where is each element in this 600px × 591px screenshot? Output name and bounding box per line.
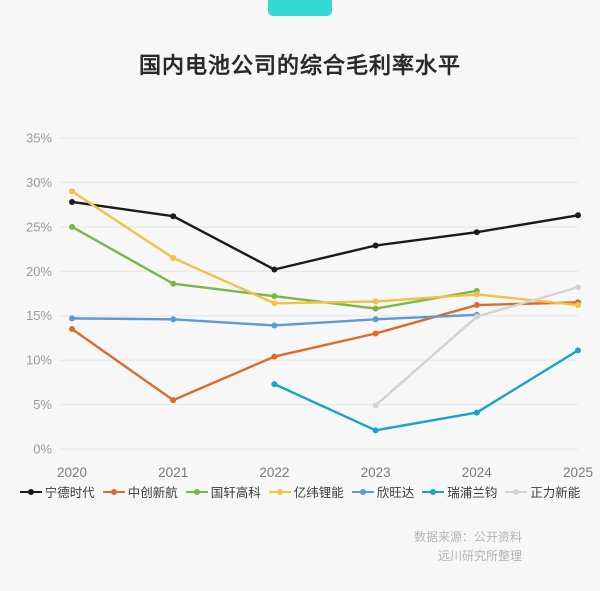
legend-item[interactable]: 国轩高科 [185, 482, 261, 501]
y-axis-tick-label: 25% [26, 219, 52, 234]
legend-item[interactable]: 中创新航 [102, 482, 178, 501]
series-data-point [69, 326, 75, 333]
series-data-point [271, 381, 278, 388]
legend-item-label: 中创新航 [127, 486, 178, 500]
series-data-point [271, 293, 278, 300]
series-data-point [170, 280, 177, 287]
y-axis-tick-label: 10% [26, 353, 52, 368]
series-lines [69, 188, 581, 434]
series-data-point [372, 298, 379, 305]
top-tab-decoration [268, 0, 332, 16]
series-data-point [473, 313, 480, 320]
page-title: 国内电池公司的综合毛利率水平 [138, 53, 461, 78]
series-data-point [575, 212, 581, 219]
gridlines [60, 137, 578, 450]
chart-plot-area: 0% 5% 10% 15% 20% 25% 30% 35% 2020 2021 2022 2023 2… [0, 110, 600, 481]
series-data-point [372, 402, 379, 409]
series-data-point [170, 254, 177, 261]
y-axis-tick-label: 0% [33, 442, 52, 457]
series-data-point [372, 316, 379, 323]
series-data-point [69, 223, 75, 230]
series-data-point [170, 213, 177, 220]
legend-marker-icon [505, 487, 528, 497]
series-line [273, 349, 580, 432]
legend-marker-icon [102, 487, 125, 497]
y-axis-tick-label: 35% [26, 131, 52, 146]
legend-item-label: 正力新能 [530, 486, 581, 500]
series-data-point [473, 302, 480, 309]
series-line [70, 301, 580, 402]
legend-marker-icon [19, 487, 42, 497]
series-data-point [473, 229, 480, 236]
x-axis-tick-label: 2021 [158, 465, 188, 480]
legend-item-label: 瑞浦兰钧 [447, 486, 498, 500]
y-axis-tick-label: 30% [26, 175, 52, 190]
series-data-point [372, 305, 379, 312]
legend-item[interactable]: 正力新能 [505, 482, 580, 501]
x-axis-tick-label: 2020 [57, 465, 87, 480]
source-note: 数据来源：公开资料 远川研究所整理 [282, 528, 522, 566]
legend-item[interactable]: 瑞浦兰钧 [422, 482, 497, 501]
legend-marker-icon [351, 487, 374, 497]
legend-marker-icon [185, 487, 208, 497]
legend-item-label: 欣旺达 [376, 486, 415, 500]
series-data-point [372, 330, 379, 337]
series-data-point [575, 284, 581, 291]
legend-item[interactable]: 宁德时代 [19, 482, 95, 501]
legend-item[interactable]: 亿纬锂能 [268, 482, 344, 501]
series-data-point [372, 242, 379, 249]
series-data-point [473, 409, 480, 416]
x-axis-tick-label: 2025 [563, 465, 593, 480]
series-data-point [372, 427, 379, 434]
legend-item-label: 国轩高科 [210, 486, 261, 500]
series-data-point [69, 188, 75, 195]
series-data-point [473, 291, 480, 298]
legend-item-label: 宁德时代 [44, 486, 95, 500]
x-axis-tick-label: 2024 [462, 465, 493, 480]
series-data-point [575, 302, 581, 309]
y-axis-tick-label: 20% [26, 264, 52, 279]
series-line [70, 200, 580, 271]
x-axis-tick-label: 2022 [259, 465, 289, 480]
series-data-point [271, 322, 278, 329]
y-axis-tick-label: 15% [26, 308, 52, 323]
x-axis-ticks: 2020 2021 2022 2023 2024 2025 [57, 465, 593, 480]
legend-marker-icon [422, 487, 445, 497]
y-axis-tick-label: 5% [33, 397, 52, 412]
y-axis-ticks: 0% 5% 10% 15% 20% 25% 30% 35% [26, 131, 52, 457]
series-data-point [271, 266, 278, 273]
series-data-point [170, 397, 177, 404]
series-data-point [575, 347, 581, 354]
series-data-point [170, 316, 177, 323]
series-data-point [271, 353, 278, 360]
source-line-2: 远川研究所整理 [437, 549, 522, 563]
source-line-1: 数据来源：公开资料 [413, 530, 522, 544]
chart-legend: 宁德时代 中创新航 国轩高科 亿纬锂能 欣旺达 瑞浦兰钧 正力新能 [0, 482, 600, 501]
series-data-point [271, 300, 278, 307]
line-chart-svg: 0%5%10%15%20%25%30%35% 2020 2021 2022 2023 2… [26, 131, 593, 481]
legend-item[interactable]: 欣旺达 [351, 482, 415, 501]
series-line [70, 190, 580, 307]
x-axis-tick-label: 2023 [361, 465, 391, 480]
series-data-point [69, 198, 75, 205]
legend-item-label: 亿纬锂能 [293, 486, 344, 500]
legend-marker-icon [268, 487, 291, 497]
series-data-point [69, 315, 75, 322]
